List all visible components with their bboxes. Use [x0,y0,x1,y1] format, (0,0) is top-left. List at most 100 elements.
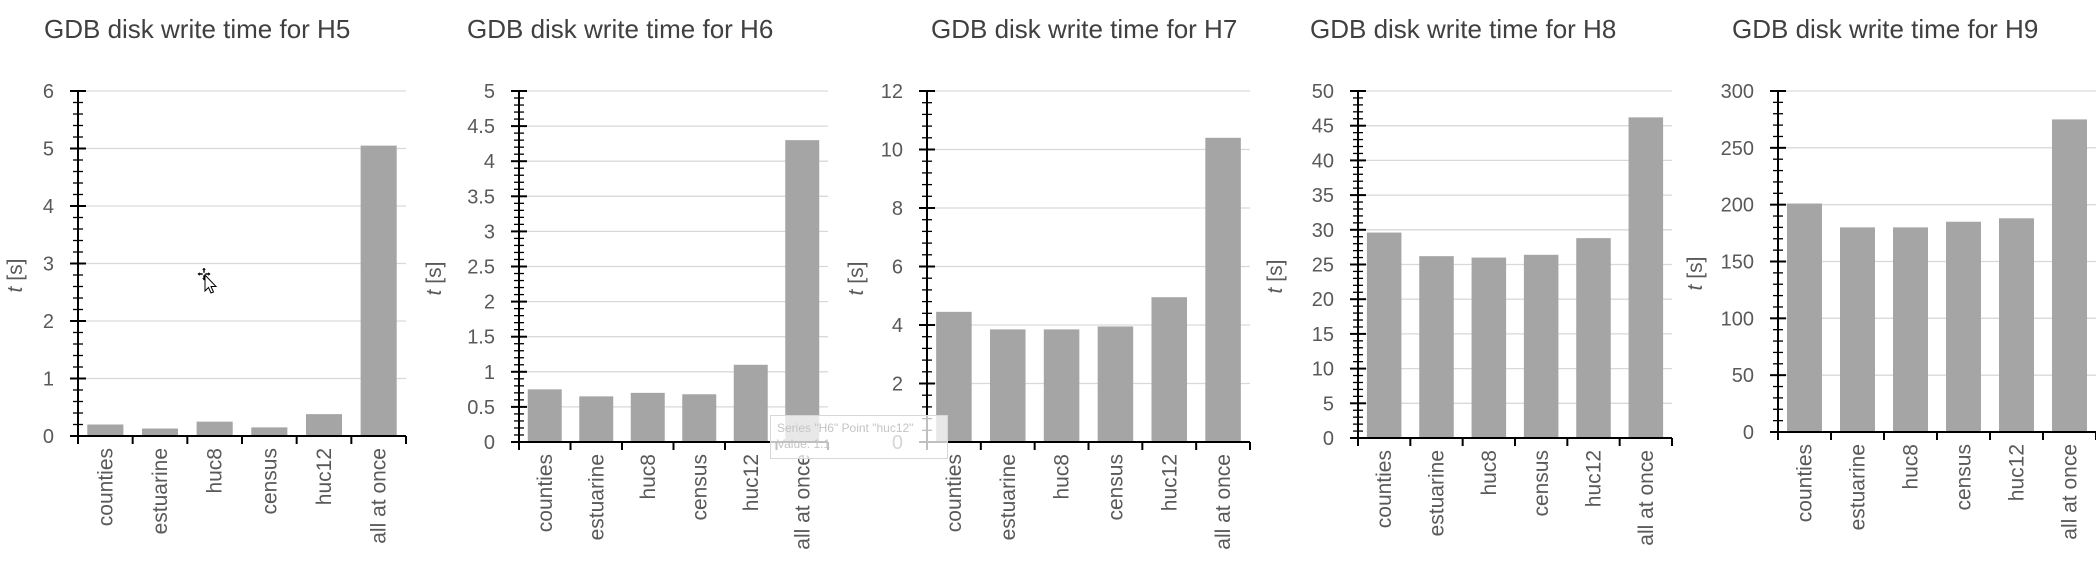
y-axis-label-unit: [s] [1684,257,1707,285]
x-tick-label: huc8 [637,454,660,500]
bar [1523,254,1559,438]
y-tick-label: 4.5 [467,116,495,138]
y-tick-label: 25 [1312,255,1334,277]
chart-1: GDB disk write time for H5 0 1 2 3 4 5 6 countie… [4,14,407,544]
y-tick-label: 3 [484,221,495,243]
y-tick-label: 4 [484,151,495,173]
bar [196,421,233,436]
bar [1946,221,1981,432]
y-tick-label: 3 [43,254,54,276]
x-tick-label: huc8 [1478,450,1501,496]
chart-title: GDB disk write time for H8 [1310,14,1616,44]
y-tick-label: 10 [1312,359,1334,381]
y-tick-label: 200 [1721,195,1754,217]
bar [1097,326,1134,442]
y-tick-label: 0 [1323,428,1334,450]
y-axis-label: t [s] [1264,260,1287,294]
chart-tooltip: Series "H6" Point "huc12" Value: 1.1 [770,415,948,459]
x-tick-label: census [1953,444,1976,511]
x-tick-label: huc12 [740,454,763,511]
y-tick-label: 10 [881,140,903,162]
x-tick-label: counties [943,454,966,532]
y-tick-label: 12 [881,81,903,103]
x-tick-label: huc8 [204,448,227,494]
y-axis-label-unit: [s] [423,262,446,290]
bar [989,329,1026,442]
y-tick-label: 3.5 [467,186,495,208]
x-tick-label: huc12 [1158,454,1181,511]
bar [360,145,397,436]
bar [1471,257,1507,438]
y-tick-label: 40 [1312,150,1334,172]
y-axis-label: t [s] [845,262,868,296]
y-tick-label: 5 [484,81,495,103]
y-tick-label: 2 [43,311,54,333]
x-tick-label: estuarine [1847,444,1870,530]
y-tick-label: 30 [1312,220,1334,242]
bar [527,389,562,442]
y-tick-label: 100 [1721,308,1754,330]
bar [1628,117,1664,438]
x-tick-label: all at once [791,454,814,550]
bar [1205,137,1241,443]
y-tick-label: 5 [1323,393,1334,415]
bar [1043,329,1080,442]
y-axis-label: t [s] [1684,257,1707,291]
tooltip-series-label: Series "H6" Point "huc12" [777,421,914,435]
x-tick-label: census [1530,450,1553,517]
y-tick-label: 0 [43,426,54,448]
x-tick-label: census [1104,454,1127,521]
bar [1893,227,1928,432]
x-tick-label: counties [1794,444,1817,522]
y-axis-label-unit: [s] [845,262,868,290]
y-tick-label: 15 [1312,324,1334,346]
bar [733,364,768,442]
x-tick-label: counties [534,454,557,532]
x-tick-label: huc12 [1583,450,1606,507]
bar [1999,218,2034,432]
y-tick-label: 4 [892,315,903,337]
y-tick-label: 6 [892,257,903,279]
chart-title: GDB disk write time for H5 [44,14,350,44]
x-tick-label: census [688,454,711,521]
x-tick-label: huc8 [1051,454,1074,500]
x-tick-label: estuarine [997,454,1020,540]
y-tick-label: 50 [1732,365,1754,387]
x-tick-label: huc12 [313,448,336,505]
bar [785,140,820,442]
x-tick-label: estuarine [1426,450,1449,536]
bar [251,427,288,436]
x-tick-label: estuarine [149,448,172,534]
x-tick-label: all at once [1635,450,1658,546]
bar [1787,203,1822,432]
bar [682,394,717,442]
y-tick-label: 6 [43,81,54,103]
chart-4: GDB disk write time for H8 0 5 10 15 20 25 30 35… [1264,14,1673,546]
y-axis-label-unit: [s] [1264,260,1287,288]
x-tick-label: estuarine [585,454,608,540]
x-tick-label: huc8 [1900,444,1923,490]
chart-title: GDB disk write time for H9 [1732,14,2038,44]
y-tick-label: 50 [1312,81,1334,103]
y-axis-label-variable: t [1264,286,1287,293]
y-tick-label: 1 [484,362,495,384]
chart-title: GDB disk write time for H6 [467,14,773,44]
y-tick-label: 0.5 [467,397,495,419]
y-tick-label: 45 [1312,116,1334,138]
y-tick-label: 2 [892,374,903,396]
bar [2052,119,2087,433]
y-axis-label: t [s] [4,259,27,293]
y-tick-label: 5 [43,139,54,161]
y-axis-label: t [s] [423,262,446,296]
y-axis-label-variable: t [845,288,868,295]
x-tick-label: all at once [2059,444,2082,540]
bar [1151,297,1188,442]
y-tick-label: 250 [1721,138,1754,160]
bar [630,392,665,442]
tooltip-value-label: Value: 1.1 [777,437,831,451]
x-tick-label: all at once [368,448,391,544]
y-axis-label-variable: t [423,288,446,295]
bar [87,424,124,436]
y-tick-label: 35 [1312,185,1334,207]
